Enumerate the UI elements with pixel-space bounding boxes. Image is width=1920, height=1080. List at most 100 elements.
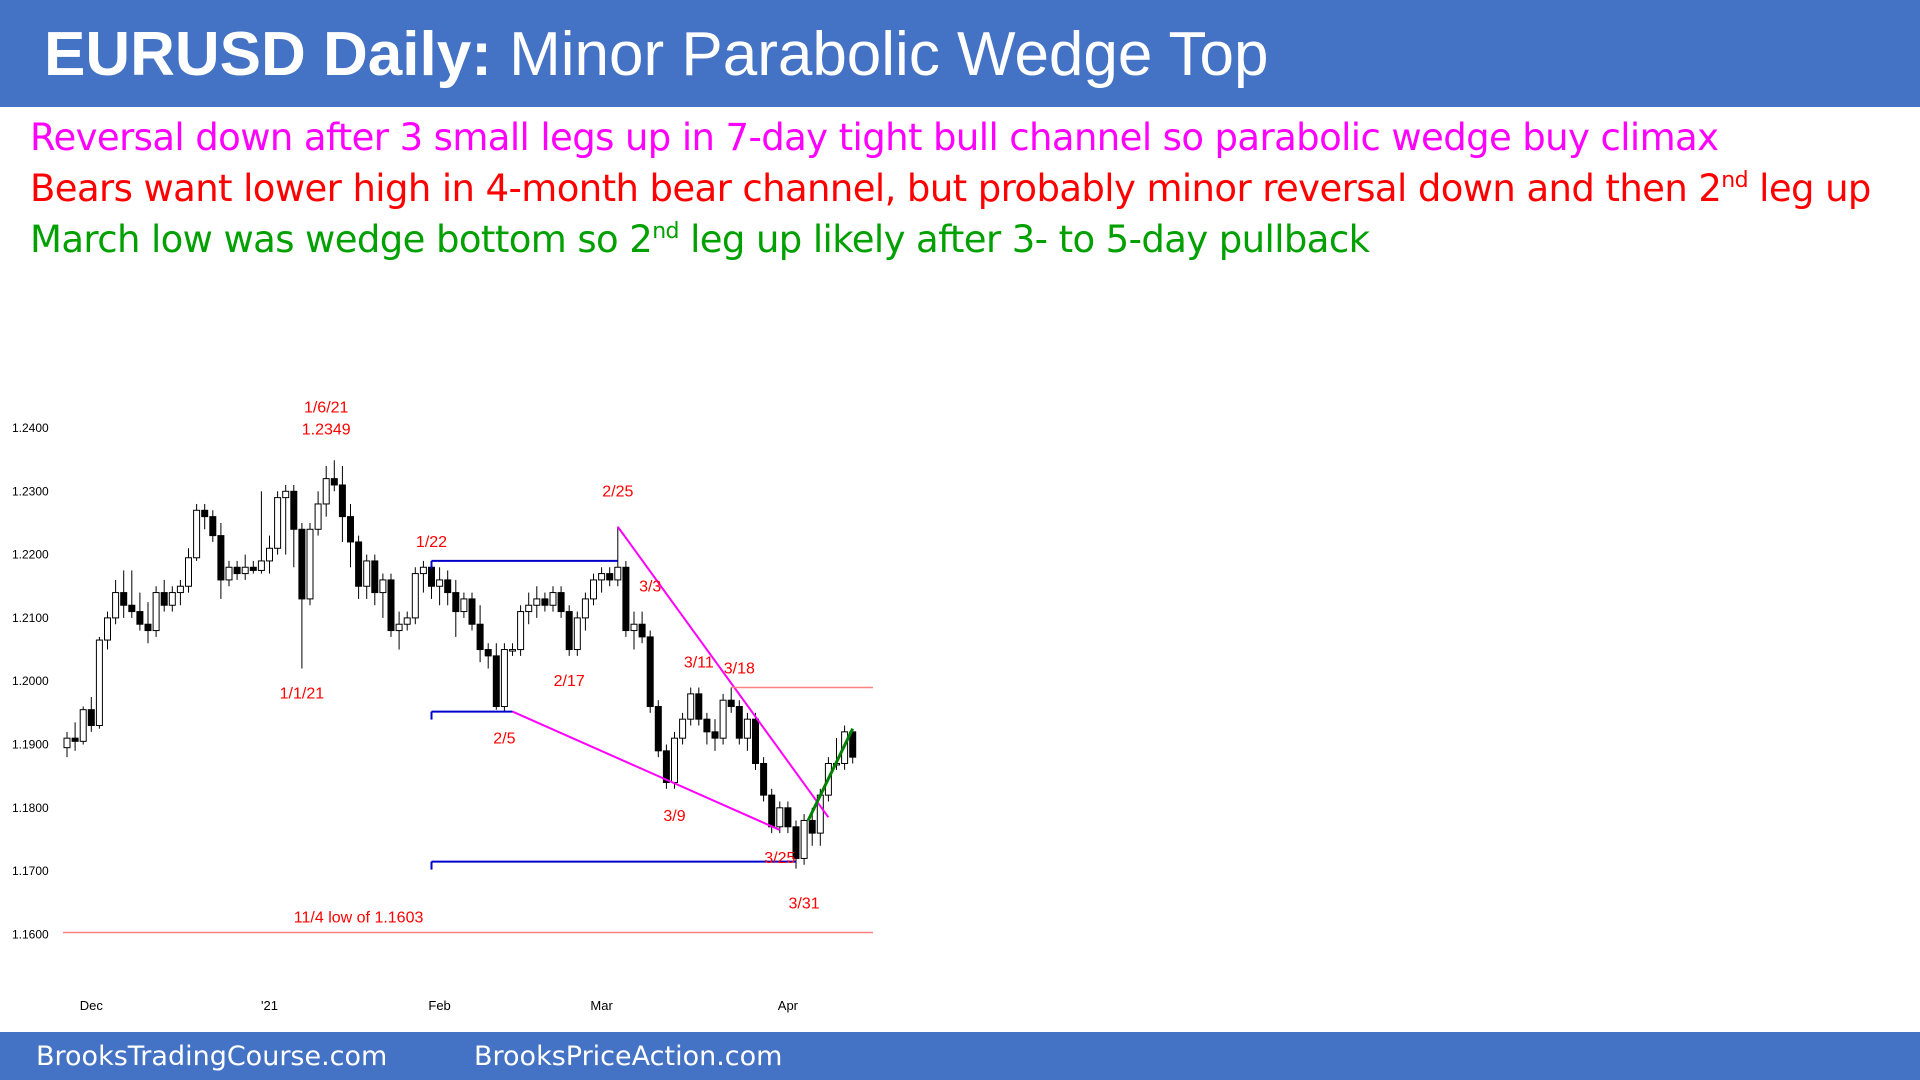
candle-bear bbox=[330, 478, 338, 486]
candle-bear bbox=[249, 566, 257, 571]
annotation-label: 3/31 bbox=[789, 896, 820, 913]
ordinal-suffix: nd bbox=[652, 219, 679, 244]
candle-bear bbox=[452, 592, 460, 613]
candle-bear bbox=[752, 718, 759, 764]
candle-bear bbox=[760, 762, 768, 796]
candle-bear bbox=[87, 709, 95, 727]
candle-bear bbox=[128, 604, 136, 613]
commentary-line-1: Reversal down after 3 small legs up in 7… bbox=[30, 112, 1900, 163]
y-tick-label: 1.1800 bbox=[12, 801, 49, 815]
candle-bull bbox=[395, 623, 403, 632]
candle-bull bbox=[79, 709, 87, 742]
candle-bull bbox=[743, 718, 751, 739]
candle-bear bbox=[654, 706, 662, 752]
footer-link-brookstradingcourse[interactable]: BrooksTradingCourse.com bbox=[36, 1041, 388, 1072]
candle-bull bbox=[185, 557, 192, 587]
y-tick-label: 1.2000 bbox=[12, 674, 49, 688]
candle-bull bbox=[306, 528, 314, 600]
trendline-bull-channel bbox=[806, 728, 855, 822]
candle-bear bbox=[468, 598, 476, 625]
candle-bull bbox=[573, 617, 581, 651]
commentary-text: leg up bbox=[1748, 167, 1871, 210]
candle-bull bbox=[241, 566, 249, 575]
candle-bear bbox=[703, 718, 711, 733]
candle-bear bbox=[646, 636, 654, 708]
annotation-label: 3/18 bbox=[724, 661, 755, 678]
candle-bear bbox=[792, 826, 800, 859]
x-tick-label: Dec bbox=[80, 998, 104, 1013]
candle-bull bbox=[419, 566, 427, 575]
candle-bear bbox=[784, 807, 792, 828]
candle-bull bbox=[411, 573, 419, 619]
candle-bull bbox=[500, 649, 508, 708]
commentary-text: leg up likely after 3- to 5-day pullback bbox=[678, 218, 1370, 261]
candle-bull bbox=[193, 509, 201, 559]
y-tick-label: 1.1700 bbox=[12, 864, 49, 878]
candle-bull bbox=[533, 598, 541, 606]
candle-bull bbox=[363, 560, 371, 587]
annotation-label: 2/5 bbox=[493, 731, 515, 748]
candle-bear bbox=[768, 794, 776, 828]
candle-bull bbox=[509, 649, 516, 652]
candle-bull bbox=[274, 497, 282, 549]
candle-bear bbox=[727, 699, 735, 708]
candle-bear bbox=[444, 579, 452, 594]
annotation-label: 3/3 bbox=[639, 579, 661, 596]
header-bar: EURUSD Daily: Minor Parabolic Wedge Top bbox=[0, 0, 1920, 107]
title-instrument: EURUSD Daily: bbox=[44, 20, 492, 89]
candle-bull bbox=[590, 579, 597, 600]
candle-bear bbox=[160, 592, 168, 606]
candle-bull bbox=[152, 592, 160, 632]
candle-bull bbox=[800, 819, 808, 859]
candle-bull bbox=[282, 490, 290, 499]
commentary-text: Bears want lower high in 4-month bear ch… bbox=[30, 167, 1722, 210]
commentary-line-3: March low was wedge bottom so 2nd leg up… bbox=[30, 214, 1900, 265]
annotation-label: 2/17 bbox=[554, 673, 585, 690]
candle-bear bbox=[209, 516, 217, 537]
candle-bear bbox=[298, 528, 306, 600]
candle-bull bbox=[379, 579, 387, 594]
candle-bear bbox=[711, 731, 719, 739]
x-tick-label: Feb bbox=[428, 998, 450, 1013]
candle-bear bbox=[492, 655, 500, 708]
candle-bear bbox=[557, 592, 565, 613]
y-tick-label: 1.2300 bbox=[12, 484, 49, 498]
trendline-wedge-lower-trendline bbox=[512, 710, 781, 831]
candle-bear bbox=[233, 566, 241, 575]
candle-bear bbox=[565, 611, 573, 651]
candle-bull bbox=[630, 623, 638, 632]
candle-bear bbox=[735, 706, 743, 739]
candle-bear bbox=[541, 598, 549, 606]
y-tick-label: 1.1600 bbox=[12, 927, 49, 941]
candle-bull bbox=[679, 718, 687, 739]
candle-bull bbox=[671, 737, 678, 783]
y-tick-label: 1.2400 bbox=[12, 421, 49, 435]
x-tick-label: Mar bbox=[590, 998, 613, 1013]
page-title: EURUSD Daily: Minor Parabolic Wedge Top bbox=[44, 18, 1268, 92]
candle-bear bbox=[201, 509, 209, 518]
candle-bear bbox=[290, 490, 298, 530]
candle-bull bbox=[314, 503, 322, 530]
candle-bull bbox=[719, 699, 727, 739]
commentary-line-2: Bears want lower high in 4-month bear ch… bbox=[30, 163, 1900, 214]
candle-bear bbox=[428, 566, 435, 587]
candle-bull bbox=[176, 585, 184, 594]
candle-bull bbox=[266, 547, 273, 562]
candle-bull bbox=[225, 566, 233, 581]
footer-link-brookspriceaction[interactable]: BrooksPriceAction.com bbox=[474, 1041, 783, 1072]
candle-bull bbox=[112, 592, 120, 619]
commentary-text: March low was wedge bottom so 2 bbox=[30, 218, 653, 261]
candle-bear bbox=[120, 592, 128, 606]
annotation-label: 3/9 bbox=[663, 808, 685, 825]
candle-bull bbox=[598, 573, 606, 581]
candle-bear bbox=[387, 579, 395, 632]
y-tick-label: 1.2100 bbox=[12, 611, 49, 625]
footer-bar: BrooksTradingCourse.com BrooksPriceActio… bbox=[0, 1032, 1920, 1080]
candle-bull bbox=[95, 639, 103, 727]
candle-bull bbox=[687, 693, 695, 720]
candle-bear bbox=[347, 516, 354, 543]
candle-bear bbox=[808, 819, 816, 834]
annotation-label: 3/11 bbox=[684, 655, 714, 672]
candle-bull bbox=[614, 566, 622, 581]
